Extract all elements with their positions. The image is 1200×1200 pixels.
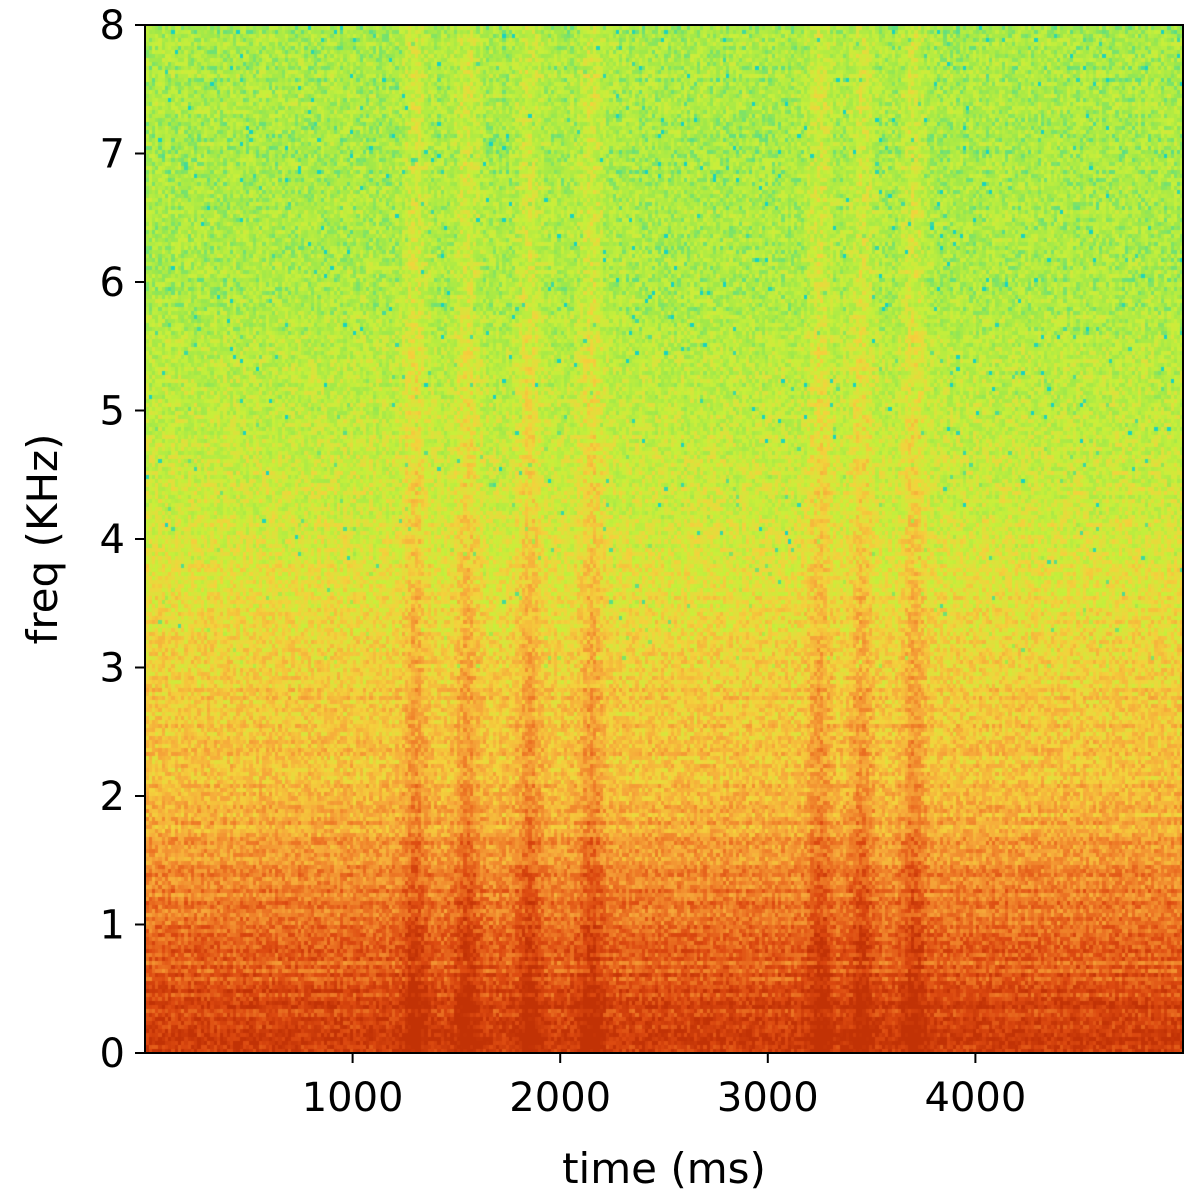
x-tick-label: 1000 [302,1075,404,1121]
y-tick-label: 5 [100,389,125,435]
y-tick-label: 4 [100,517,125,563]
y-tick-label: 1 [100,903,125,949]
plot-area [144,24,1184,1054]
y-tick-label: 8 [100,3,125,49]
y-tick-label: 7 [100,132,125,178]
y-tick-label: 0 [100,1031,125,1077]
y-tick-label: 6 [100,260,125,306]
y-tick-label: 2 [100,774,125,820]
x-tick-label: 4000 [925,1075,1027,1121]
y-tick-label: 3 [100,646,125,692]
heatmap-image [145,25,1183,1053]
x-tick-label: 3000 [717,1075,819,1121]
x-axis-label: time (ms) [562,1144,766,1193]
y-axis-label: freq (KHz) [18,434,67,645]
y-axis: 0 1 2 3 4 5 6 7 8 [100,3,145,1077]
x-axis: 1000 2000 3000 4000 [302,1053,1027,1121]
x-tick-label: 2000 [509,1075,611,1121]
